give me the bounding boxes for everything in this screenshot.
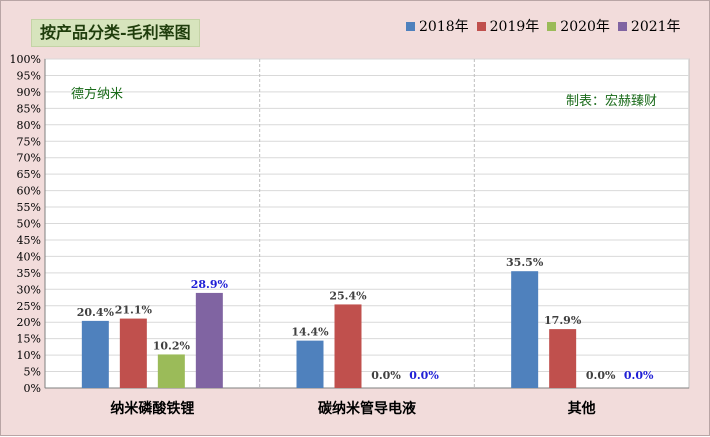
y-tick-label: 20% bbox=[17, 316, 41, 329]
y-tick-label: 100% bbox=[10, 53, 41, 66]
legend: 2018年 2019年 2020年 2021年 bbox=[406, 15, 689, 37]
y-tick-label: 35% bbox=[17, 267, 41, 280]
y-tick-label: 15% bbox=[17, 333, 41, 346]
data-label: 10.2% bbox=[153, 339, 191, 352]
y-tick-label: 60% bbox=[17, 185, 41, 198]
legend-swatch bbox=[617, 21, 627, 31]
data-label: 20.4% bbox=[77, 306, 115, 319]
data-label: 0.0% bbox=[586, 369, 616, 382]
legend-label: 2018年 bbox=[419, 19, 469, 35]
credit-annotation: 制表：宏赫臻财 bbox=[566, 94, 658, 109]
bar bbox=[296, 340, 324, 388]
y-tick-label: 65% bbox=[17, 168, 41, 181]
y-tick-label: 40% bbox=[17, 250, 41, 263]
y-tick-label: 5% bbox=[24, 366, 41, 379]
bar bbox=[157, 354, 185, 388]
y-tick-label: 85% bbox=[17, 102, 41, 115]
y-tick-label: 75% bbox=[17, 135, 41, 148]
x-category-label: 碳纳米管导电液 bbox=[318, 400, 417, 417]
bar bbox=[334, 304, 362, 388]
y-tick-label: 50% bbox=[17, 218, 41, 231]
bar bbox=[81, 320, 109, 388]
company-annotation: 德方纳米 bbox=[71, 87, 124, 102]
x-category-label: 纳米磷酸铁锂 bbox=[110, 400, 194, 417]
legend-swatch bbox=[547, 21, 557, 31]
data-label: 0.0% bbox=[624, 369, 654, 382]
y-tick-label: 45% bbox=[17, 234, 41, 247]
legend-label: 2021年 bbox=[630, 19, 681, 35]
y-tick-label: 25% bbox=[17, 300, 41, 313]
bar bbox=[195, 292, 223, 388]
data-label: 0.0% bbox=[371, 369, 401, 382]
y-tick-label: 10% bbox=[17, 349, 41, 362]
legend-item: 2020年 bbox=[547, 16, 610, 36]
legend-item: 2018年 bbox=[406, 16, 469, 36]
data-label: 35.5% bbox=[506, 256, 544, 269]
y-tick-label: 0% bbox=[24, 382, 41, 395]
bar bbox=[549, 329, 577, 388]
data-label: 17.9% bbox=[544, 314, 582, 327]
legend-label: 2020年 bbox=[560, 19, 610, 35]
legend-swatch bbox=[406, 21, 415, 31]
legend-item: 2021年 bbox=[617, 16, 681, 36]
y-tick-label: 55% bbox=[17, 201, 41, 214]
y-tick-label: 70% bbox=[17, 152, 41, 165]
data-label: 14.4% bbox=[291, 326, 329, 339]
data-label: 28.9% bbox=[191, 278, 229, 291]
data-label: 25.4% bbox=[329, 289, 367, 302]
x-category-label: 其他 bbox=[568, 400, 596, 417]
chart-title: 按产品分类-毛利率图 bbox=[31, 19, 200, 47]
y-tick-label: 80% bbox=[17, 119, 41, 132]
y-tick-label: 30% bbox=[17, 283, 41, 296]
bar bbox=[511, 271, 539, 388]
legend-item: 2019年 bbox=[476, 16, 540, 36]
data-label: 0.0% bbox=[409, 369, 439, 382]
bar bbox=[119, 318, 147, 388]
y-tick-label: 90% bbox=[17, 86, 41, 99]
y-tick-label: 95% bbox=[17, 69, 41, 82]
data-label: 21.1% bbox=[115, 304, 153, 317]
legend-label: 2019年 bbox=[489, 19, 540, 35]
legend-swatch bbox=[476, 21, 486, 31]
